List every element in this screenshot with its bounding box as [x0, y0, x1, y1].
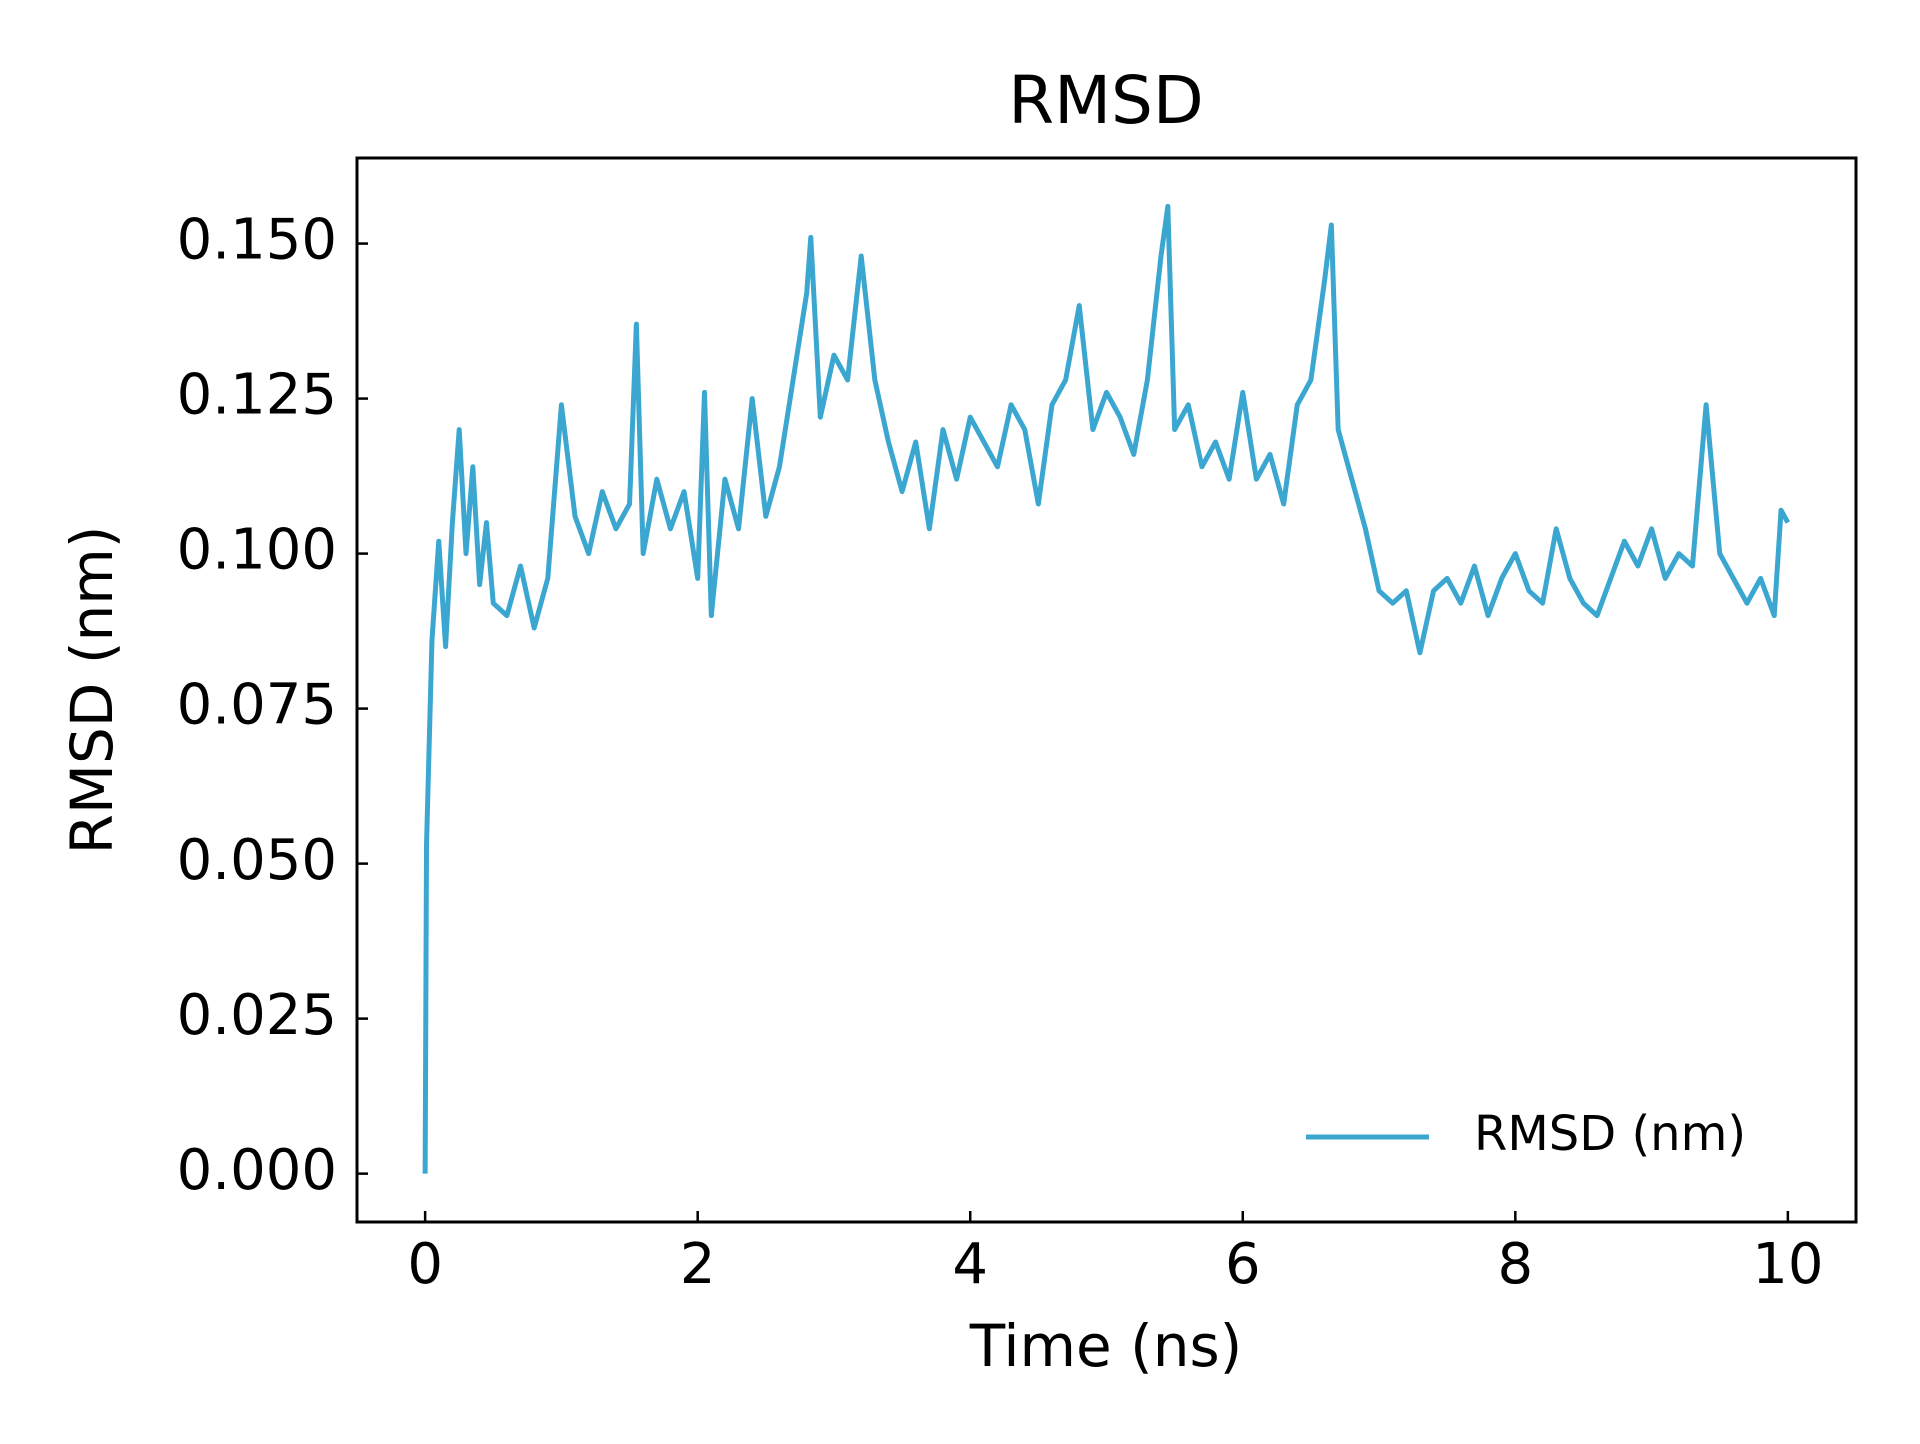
x-axis-label: Time (ns) — [969, 1312, 1243, 1380]
x-tick-label: 0 — [407, 1232, 443, 1297]
y-tick-label: 0.050 — [177, 828, 337, 893]
x-tick-label: 10 — [1752, 1232, 1823, 1297]
x-tick-label: 8 — [1497, 1232, 1533, 1297]
legend-label: RMSD (nm) — [1474, 1106, 1746, 1162]
chart-title: RMSD — [1008, 62, 1204, 139]
y-tick-label: 0.125 — [177, 363, 337, 428]
x-tick-label: 4 — [952, 1232, 988, 1297]
y-tick-label: 0.075 — [177, 673, 337, 738]
x-tick-label: 2 — [680, 1232, 716, 1297]
plot-frame — [355, 156, 1858, 1224]
y-tick-label: 0.150 — [177, 208, 337, 273]
x-tick-label: 6 — [1225, 1232, 1261, 1297]
data-line — [422, 203, 1791, 1174]
y-axis-label: RMSD (nm) — [58, 526, 126, 855]
y-tick-label: 0.000 — [177, 1138, 337, 1203]
y-tick-label: 0.025 — [177, 983, 337, 1048]
y-tick-label: 0.100 — [177, 518, 337, 583]
